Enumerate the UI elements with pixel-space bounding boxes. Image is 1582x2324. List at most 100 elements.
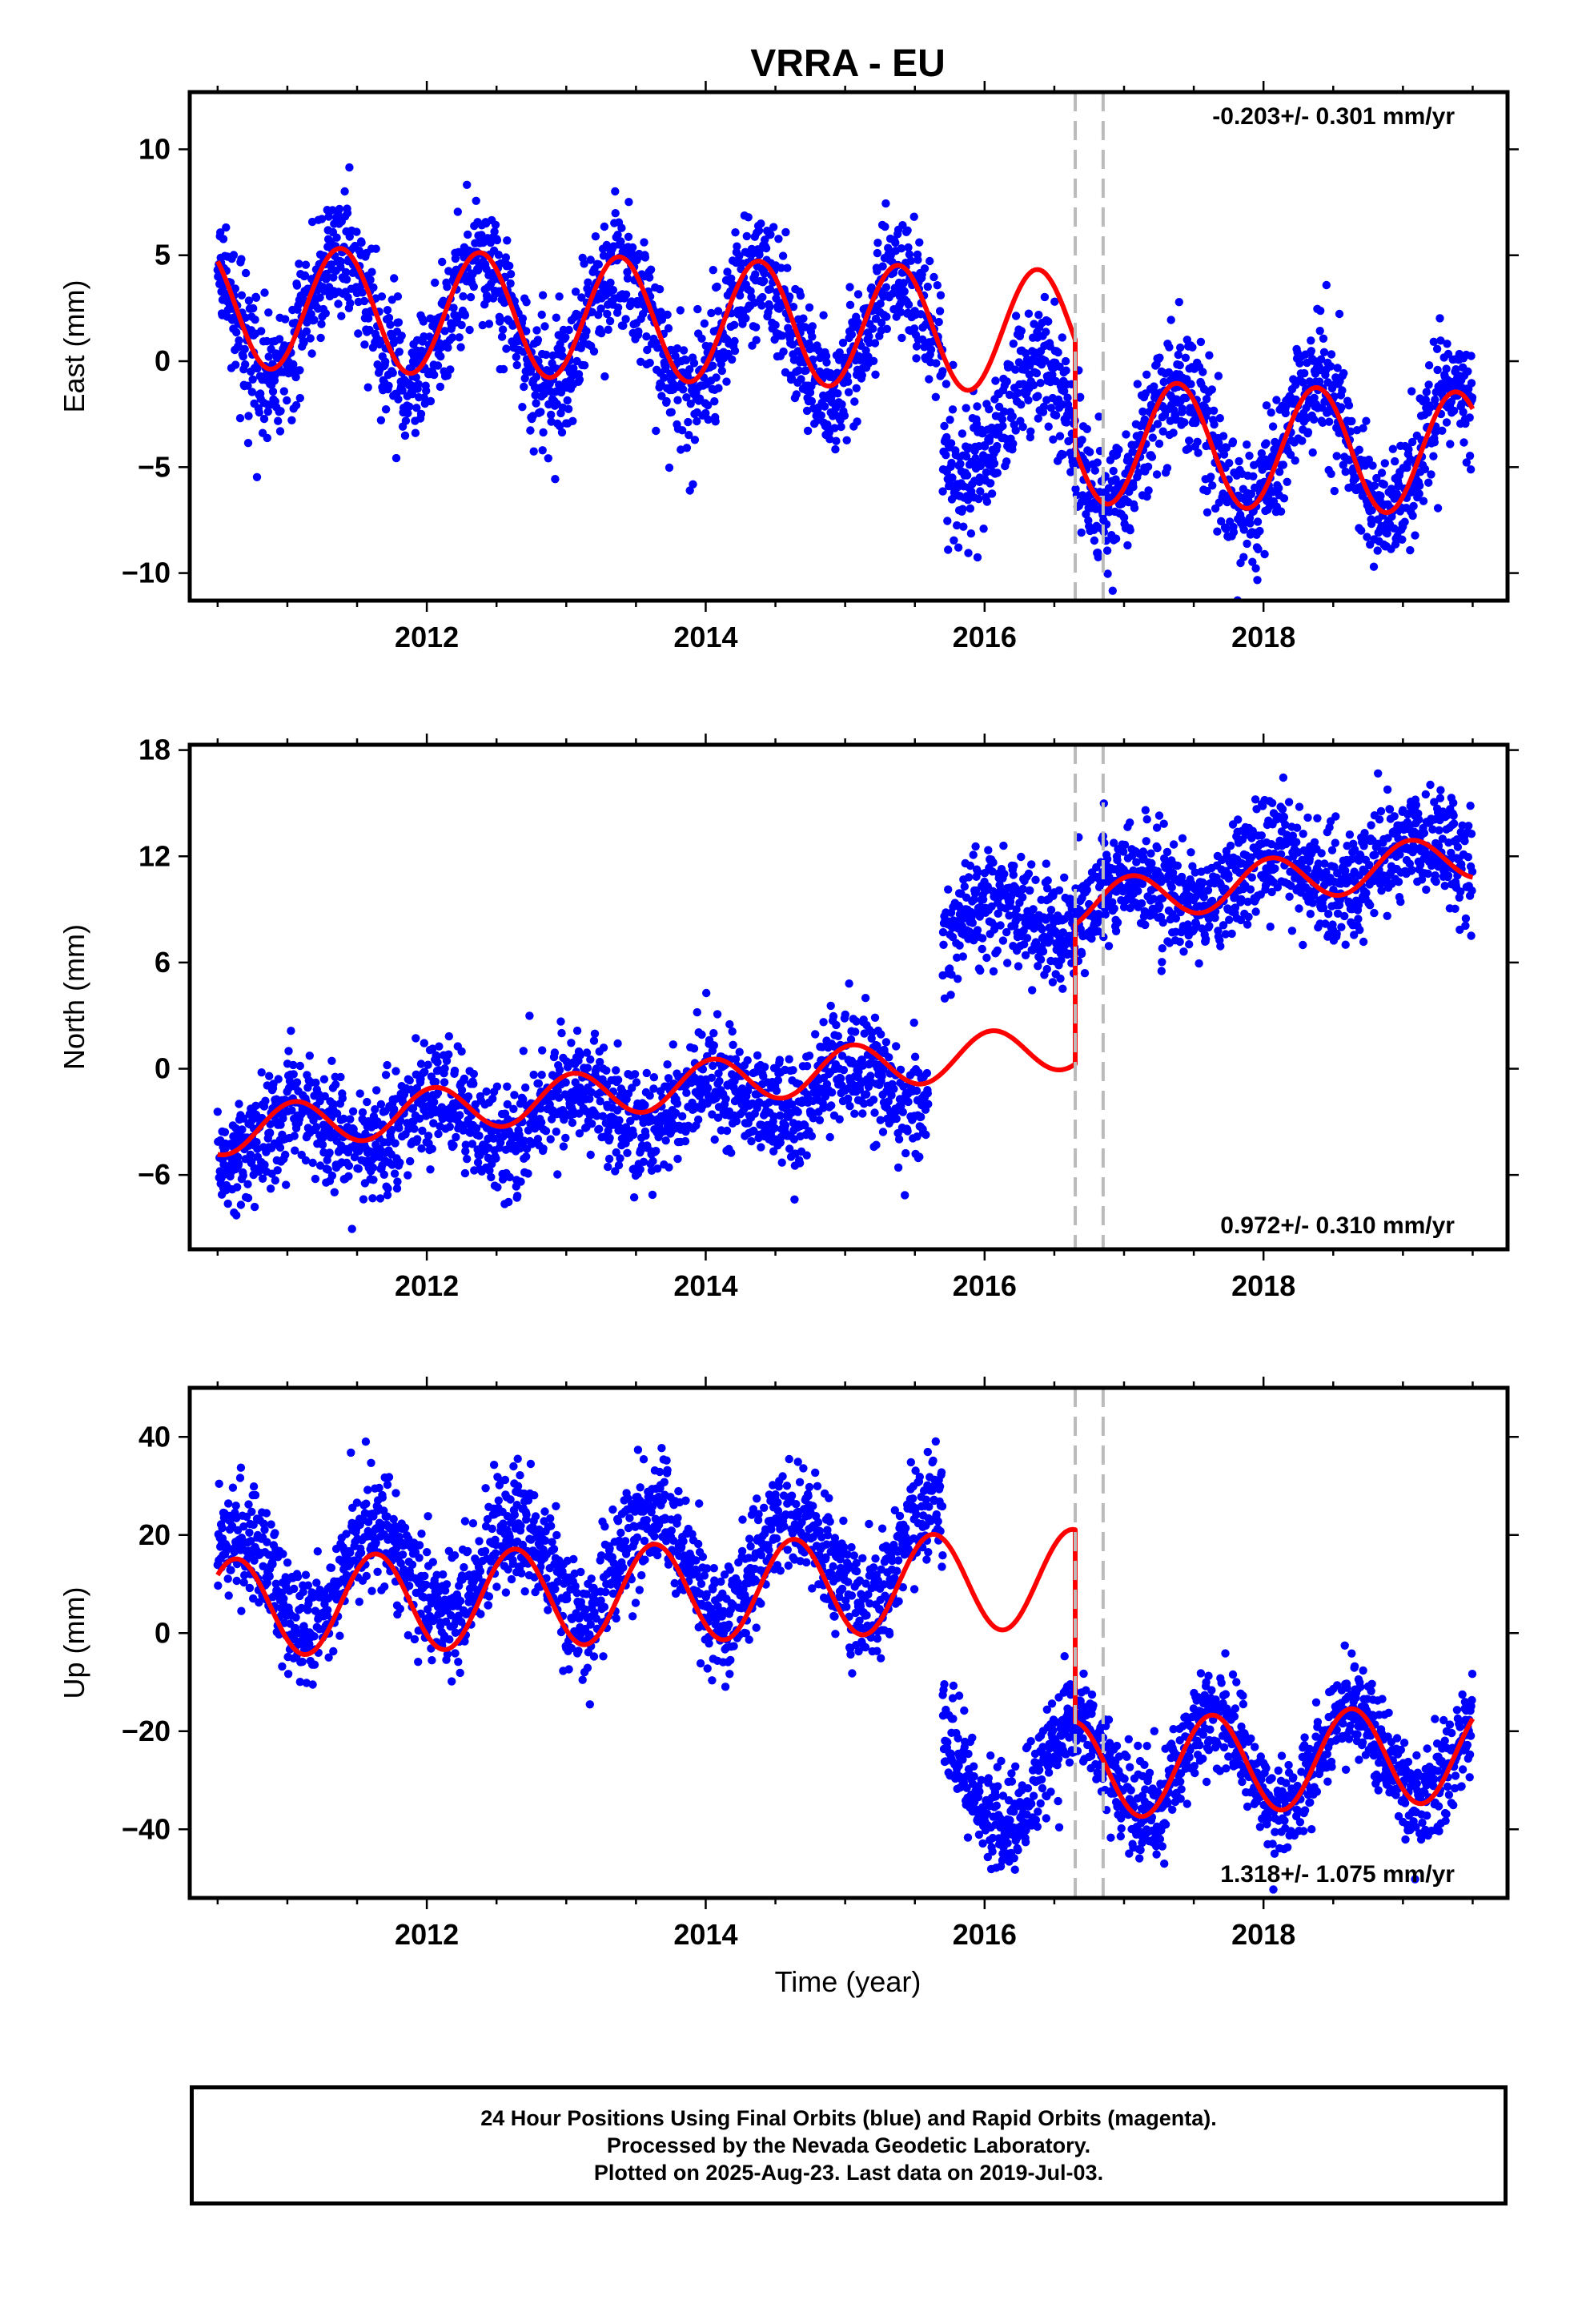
data-point	[484, 320, 494, 328]
data-point	[1391, 456, 1399, 466]
data-point	[327, 1171, 337, 1180]
data-point	[250, 1202, 259, 1212]
data-point	[1205, 351, 1214, 360]
data-point	[360, 340, 369, 349]
data-point	[330, 1188, 339, 1197]
data-point	[538, 1046, 547, 1055]
data-point	[1002, 457, 1011, 466]
data-point	[713, 307, 723, 316]
data-point	[723, 267, 732, 276]
data-point	[873, 239, 882, 247]
data-point	[461, 1140, 470, 1149]
data-point	[1043, 884, 1052, 893]
data-point	[694, 1115, 703, 1124]
data-point	[676, 306, 685, 315]
data-point	[529, 447, 538, 456]
data-point	[665, 463, 674, 472]
data-point	[807, 1132, 817, 1140]
data-point	[869, 1096, 878, 1104]
data-point	[1042, 859, 1051, 868]
data-point	[785, 1144, 794, 1153]
data-point	[790, 1195, 799, 1204]
data-point	[348, 1107, 358, 1116]
data-point	[336, 257, 346, 266]
data-point	[1368, 461, 1377, 470]
data-point	[344, 1161, 354, 1171]
data-point	[612, 1066, 620, 1075]
data-point	[559, 1142, 568, 1151]
data-point	[819, 1018, 828, 1027]
data-point	[251, 1101, 260, 1111]
data-point	[1011, 312, 1021, 320]
data-point	[463, 180, 472, 189]
data-point	[1346, 427, 1355, 436]
data-point	[235, 414, 245, 423]
data-point	[1322, 280, 1331, 290]
data-point	[518, 314, 528, 323]
data-point	[861, 994, 870, 1003]
data-point	[1279, 494, 1289, 503]
data-point	[383, 1184, 392, 1193]
data-point	[552, 1128, 560, 1136]
data-point	[689, 359, 699, 368]
data-point	[1468, 393, 1477, 402]
data-point	[1315, 327, 1324, 336]
data-point	[1078, 436, 1086, 444]
data-point	[942, 380, 951, 388]
data-point	[1018, 422, 1027, 432]
data-point	[310, 316, 319, 324]
data-point	[332, 1109, 342, 1118]
data-point	[595, 1124, 604, 1134]
data-point	[469, 1069, 478, 1079]
data-point	[673, 344, 682, 353]
data-point	[652, 426, 661, 436]
data-point	[239, 1171, 247, 1180]
data-point	[878, 1128, 888, 1136]
data-point	[234, 1159, 243, 1168]
data-point	[345, 163, 354, 172]
data-point	[299, 338, 308, 347]
data-point	[1337, 403, 1346, 412]
data-point	[1388, 444, 1398, 453]
data-point	[689, 1044, 699, 1053]
data-point	[398, 386, 407, 395]
data-point	[921, 1130, 930, 1140]
data-point	[1461, 419, 1470, 428]
data-point	[600, 222, 609, 231]
data-point	[1286, 450, 1295, 459]
data-point	[237, 255, 246, 263]
data-point	[998, 936, 1008, 945]
data-point	[664, 324, 673, 333]
data-point	[347, 1224, 356, 1233]
data-point	[1275, 468, 1284, 476]
data-point	[1257, 448, 1267, 458]
data-point	[246, 1150, 255, 1160]
data-point	[1433, 504, 1443, 513]
data-point	[709, 266, 717, 275]
data-point	[1310, 393, 1319, 402]
data-point	[938, 487, 947, 496]
data-point	[493, 1183, 502, 1192]
data-point	[771, 320, 780, 330]
data-point	[629, 1193, 639, 1202]
data-point	[534, 1079, 544, 1088]
data-point	[709, 1041, 718, 1050]
data-point	[537, 1118, 546, 1127]
data-point	[873, 248, 882, 258]
data-point	[320, 1092, 329, 1101]
data-point	[710, 1135, 719, 1144]
data-point	[709, 1061, 717, 1071]
data-point	[295, 259, 303, 268]
data-point	[589, 347, 599, 356]
data-point	[1111, 475, 1120, 484]
data-point	[661, 1136, 670, 1145]
data-point	[592, 1112, 601, 1120]
data-point	[235, 1100, 243, 1108]
data-point	[1380, 459, 1390, 468]
data-point	[1209, 406, 1219, 415]
data-point	[682, 1088, 691, 1097]
data-point	[410, 1124, 419, 1133]
data-point	[390, 1104, 399, 1114]
data-point	[571, 287, 580, 296]
